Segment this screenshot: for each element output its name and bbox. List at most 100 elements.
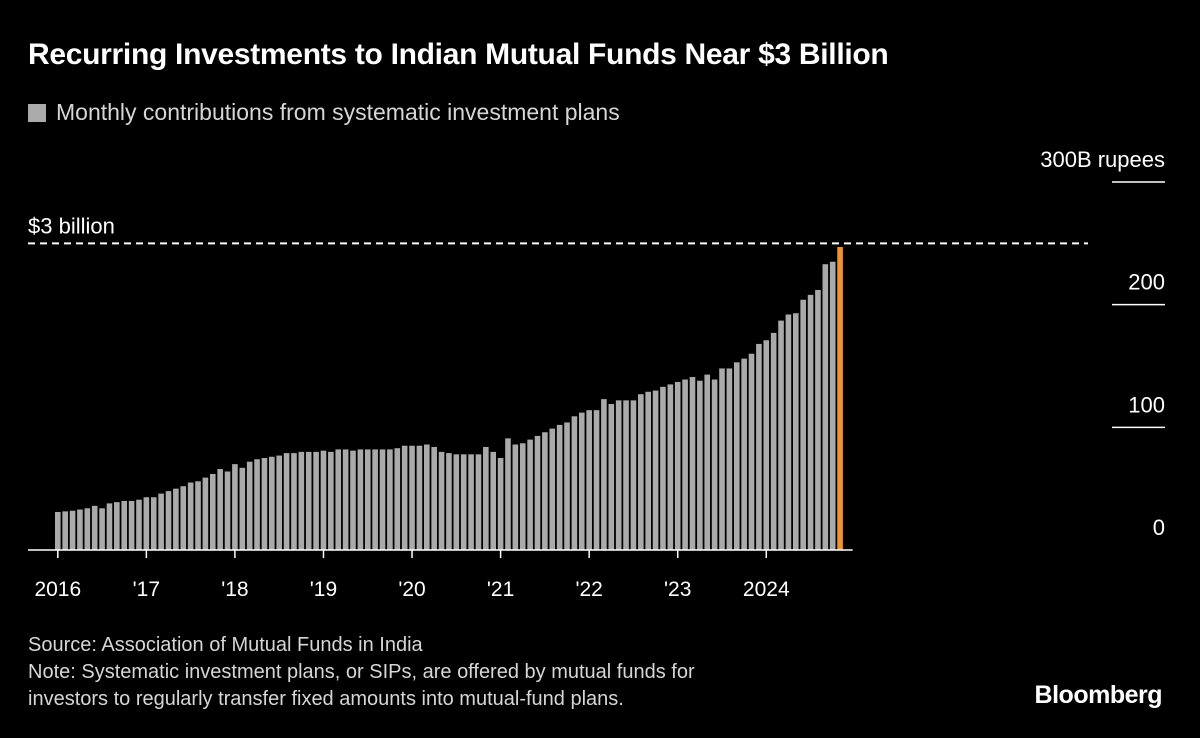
bar bbox=[424, 444, 430, 550]
bar bbox=[143, 497, 150, 550]
legend-label: Monthly contributions from systematic in… bbox=[56, 99, 620, 125]
bar bbox=[438, 451, 445, 550]
y-tick-label: 0 bbox=[1153, 515, 1165, 540]
bar bbox=[77, 509, 83, 550]
y-axis: 0 100 200 300B rupees bbox=[1040, 147, 1165, 540]
x-axis: 2016 '17 '18 '19 '20 '21 '22 '23 2024 bbox=[34, 550, 790, 601]
bar bbox=[549, 428, 556, 550]
bar bbox=[261, 458, 268, 550]
bar bbox=[475, 454, 482, 550]
bar bbox=[564, 422, 570, 550]
y-tick-label: 300B rupees bbox=[1040, 147, 1165, 172]
bar bbox=[364, 449, 371, 550]
bar bbox=[770, 332, 777, 550]
bar bbox=[586, 410, 592, 550]
bar bbox=[630, 400, 637, 550]
bar bbox=[608, 404, 615, 550]
note-line-2: investors to regularly transfer fixed am… bbox=[28, 688, 624, 710]
bar bbox=[667, 384, 674, 550]
bar bbox=[401, 445, 408, 550]
note-line-1: Note: Systematic investment plans, or SI… bbox=[28, 661, 695, 683]
x-tick-label: 2016 bbox=[34, 578, 81, 601]
bar bbox=[416, 445, 423, 550]
bar bbox=[55, 511, 61, 550]
bar bbox=[512, 444, 519, 550]
bar bbox=[283, 453, 290, 550]
bar bbox=[748, 353, 755, 550]
bar bbox=[468, 454, 474, 550]
bar bbox=[829, 261, 836, 550]
bar bbox=[542, 432, 548, 550]
x-tick-label: 2024 bbox=[743, 578, 790, 601]
bar bbox=[269, 456, 275, 550]
bar bbox=[800, 299, 806, 550]
bar bbox=[601, 399, 607, 550]
bar bbox=[69, 510, 76, 550]
bar bbox=[232, 464, 238, 550]
bar bbox=[379, 449, 386, 550]
bar bbox=[372, 449, 378, 550]
bar bbox=[652, 390, 659, 550]
bar bbox=[291, 453, 297, 550]
bar bbox=[446, 453, 452, 550]
bar bbox=[697, 380, 703, 550]
reference-line-label: $3 billion bbox=[28, 213, 115, 238]
bar bbox=[121, 500, 128, 550]
bar bbox=[62, 511, 68, 550]
x-tick-label: '19 bbox=[310, 578, 337, 601]
bar bbox=[615, 400, 622, 550]
bar bbox=[313, 451, 319, 550]
x-tick-label: '23 bbox=[664, 578, 691, 601]
bar bbox=[682, 379, 688, 550]
bar bbox=[490, 451, 497, 550]
bar bbox=[689, 377, 696, 550]
bar bbox=[534, 435, 541, 550]
bar bbox=[483, 446, 489, 550]
bar bbox=[239, 467, 246, 550]
bar-group bbox=[55, 247, 843, 550]
bar bbox=[711, 379, 718, 550]
bar bbox=[674, 381, 681, 550]
bar bbox=[719, 368, 725, 550]
x-tick-label: '20 bbox=[398, 578, 425, 601]
bar bbox=[224, 471, 231, 550]
bar bbox=[217, 469, 223, 550]
legend: Monthly contributions from systematic in… bbox=[28, 99, 620, 126]
bar bbox=[387, 449, 393, 550]
bar bbox=[136, 499, 142, 550]
bar bbox=[209, 473, 216, 550]
bar bbox=[505, 438, 511, 550]
bar bbox=[350, 450, 356, 550]
bar bbox=[305, 451, 312, 550]
bar bbox=[741, 358, 747, 550]
bar bbox=[778, 320, 784, 550]
bar bbox=[733, 362, 740, 550]
bar bbox=[807, 294, 814, 550]
bar bbox=[519, 443, 526, 550]
bar bbox=[342, 449, 349, 550]
bar bbox=[556, 424, 563, 550]
bar bbox=[793, 313, 799, 550]
bar bbox=[128, 500, 135, 550]
bar bbox=[91, 505, 98, 550]
bar bbox=[357, 449, 364, 550]
bar bbox=[460, 454, 467, 550]
bar bbox=[165, 491, 172, 550]
chart-title: Recurring Investments to Indian Mutual F… bbox=[28, 38, 889, 71]
bar-latest bbox=[837, 247, 843, 550]
bar bbox=[431, 446, 437, 550]
bar bbox=[822, 264, 829, 550]
bar bbox=[180, 486, 187, 550]
bloomberg-logo: Bloomberg bbox=[1034, 681, 1163, 709]
bar bbox=[158, 493, 164, 550]
bar bbox=[173, 488, 179, 550]
bar bbox=[497, 458, 504, 550]
bar bbox=[638, 394, 644, 550]
footer: Source: Association of Mutual Funds in I… bbox=[28, 632, 695, 713]
bar bbox=[527, 439, 533, 550]
bar bbox=[571, 416, 578, 550]
bar bbox=[150, 497, 157, 550]
legend-swatch bbox=[28, 103, 46, 122]
bar bbox=[187, 482, 194, 550]
